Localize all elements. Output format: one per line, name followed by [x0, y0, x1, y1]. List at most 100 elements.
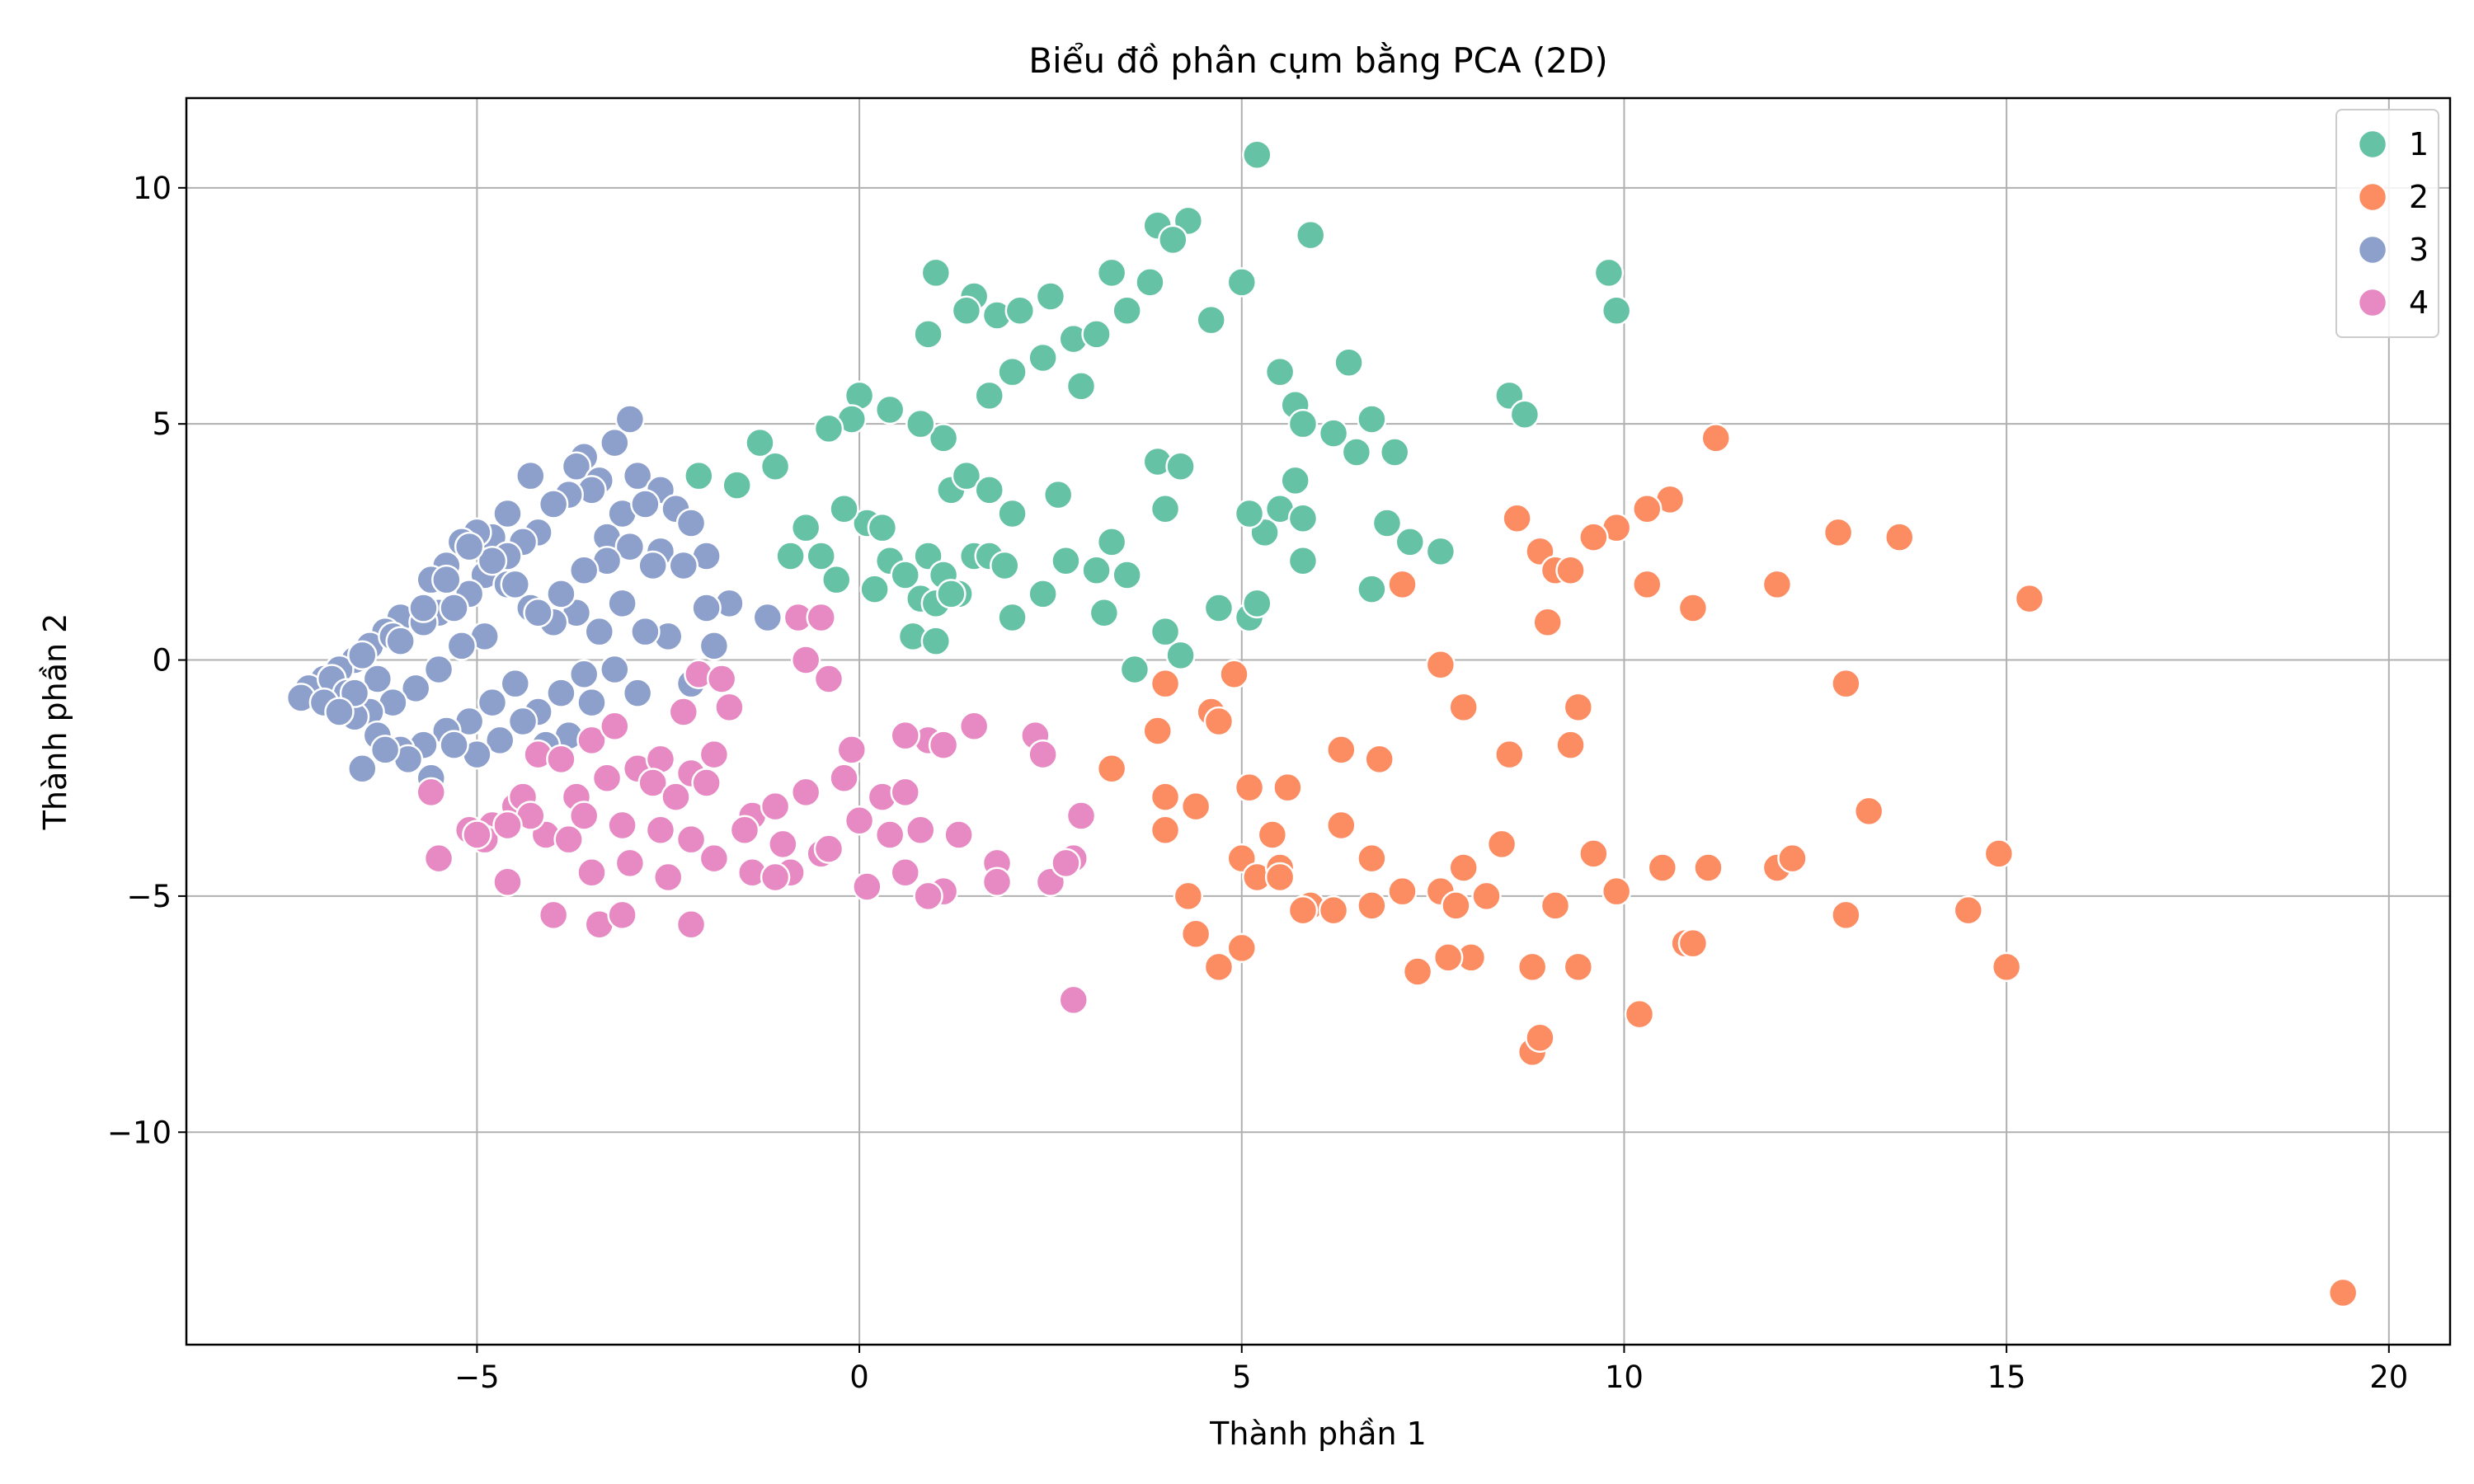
point-cluster-4	[578, 858, 606, 886]
point-cluster-3	[539, 491, 567, 519]
point-cluster-4	[715, 693, 743, 721]
point-cluster-3	[570, 660, 598, 688]
point-cluster-3	[448, 632, 476, 660]
point-cluster-4	[815, 665, 843, 693]
point-cluster-3	[600, 429, 628, 457]
point-cluster-1	[1090, 599, 1118, 627]
point-cluster-4	[929, 731, 957, 759]
point-cluster-2	[1357, 844, 1385, 872]
point-cluster-1	[1205, 594, 1233, 622]
point-cluster-1	[1067, 372, 1095, 400]
point-cluster-2	[1495, 740, 1523, 768]
point-cluster-2	[1258, 820, 1286, 848]
point-cluster-2	[1679, 929, 1707, 957]
point-cluster-1	[1289, 410, 1317, 438]
point-cluster-2	[1778, 844, 1806, 872]
point-cluster-3	[700, 632, 728, 660]
point-cluster-4	[906, 816, 934, 844]
point-cluster-2	[1427, 650, 1455, 679]
legend-label-2: 2	[2409, 179, 2429, 215]
point-cluster-2	[1541, 891, 1569, 919]
point-cluster-2	[1151, 783, 1179, 811]
point-cluster-4	[761, 863, 789, 891]
point-cluster-3	[570, 556, 598, 585]
point-cluster-4	[1060, 986, 1088, 1014]
point-cluster-1	[1098, 528, 1126, 556]
point-cluster-4	[792, 646, 820, 674]
legend-label-4: 4	[2409, 284, 2429, 321]
point-cluster-2	[1266, 863, 1294, 891]
point-cluster-1	[1380, 439, 1409, 467]
point-cluster-1	[815, 415, 843, 443]
point-cluster-4	[547, 745, 575, 773]
point-cluster-1	[792, 514, 820, 542]
point-cluster-3	[586, 618, 614, 646]
point-cluster-1	[1289, 505, 1317, 533]
legend-marker-4	[2359, 289, 2387, 317]
point-cluster-2	[1389, 877, 1417, 905]
y-tick-label: −5	[126, 879, 172, 914]
point-cluster-4	[1029, 740, 1057, 768]
point-cluster-4	[769, 830, 797, 858]
point-cluster-4	[891, 858, 920, 886]
legend-label-1: 1	[2409, 126, 2429, 162]
point-cluster-4	[493, 811, 521, 839]
point-cluster-2	[1434, 943, 1462, 971]
point-cluster-3	[432, 566, 460, 594]
point-cluster-2	[1832, 901, 1860, 929]
point-cluster-3	[677, 509, 705, 537]
x-tick-label: −5	[454, 1360, 500, 1395]
point-cluster-2	[1182, 920, 1210, 948]
legend-label-3: 3	[2409, 232, 2429, 268]
point-cluster-2	[1235, 773, 1263, 801]
x-tick-label: 0	[849, 1360, 869, 1395]
point-cluster-2	[2015, 585, 2044, 613]
legend-marker-1	[2359, 130, 2387, 158]
y-tick-label: 10	[133, 171, 172, 206]
legend: 1 2 3 4	[2336, 110, 2439, 337]
legend-marker-3	[2359, 236, 2387, 264]
point-cluster-3	[348, 754, 376, 782]
point-cluster-1	[1396, 528, 1424, 556]
point-cluster-1	[1296, 221, 1324, 249]
point-cluster-4	[700, 740, 728, 768]
point-cluster-1	[1319, 420, 1348, 448]
point-cluster-2	[1220, 660, 1248, 688]
point-cluster-1	[915, 320, 943, 348]
point-cluster-2	[1625, 1000, 1653, 1028]
point-cluster-2	[1228, 934, 1256, 962]
point-cluster-2	[1503, 505, 1531, 533]
point-cluster-1	[922, 627, 950, 655]
point-cluster-1	[990, 552, 1018, 580]
point-cluster-2	[1366, 745, 1394, 773]
point-cluster-1	[1289, 547, 1317, 575]
point-cluster-2	[1488, 830, 1516, 858]
point-cluster-4	[555, 825, 583, 853]
point-cluster-1	[976, 382, 1004, 410]
point-cluster-1	[1167, 641, 1195, 669]
point-cluster-2	[1174, 882, 1202, 910]
point-cluster-4	[830, 764, 858, 792]
point-cluster-1	[1159, 226, 1187, 254]
y-tick-label: 5	[152, 406, 172, 442]
point-cluster-1	[1602, 297, 1630, 325]
point-cluster-1	[999, 358, 1027, 386]
point-cluster-4	[1051, 849, 1079, 877]
point-cluster-2	[1824, 519, 1852, 547]
point-cluster-4	[593, 764, 621, 792]
point-cluster-2	[1518, 953, 1546, 981]
point-cluster-3	[440, 731, 468, 759]
point-cluster-2	[1564, 953, 1592, 981]
point-cluster-2	[1992, 953, 2020, 981]
point-cluster-2	[1098, 754, 1126, 782]
point-cluster-2	[1602, 877, 1630, 905]
point-cluster-4	[1067, 802, 1095, 830]
point-cluster-3	[631, 618, 659, 646]
point-cluster-4	[662, 783, 690, 811]
point-cluster-1	[976, 476, 1004, 504]
point-cluster-3	[578, 688, 606, 716]
point-cluster-1	[723, 472, 751, 500]
point-cluster-1	[952, 297, 981, 325]
point-cluster-2	[1885, 524, 1913, 552]
point-cluster-4	[807, 603, 835, 632]
